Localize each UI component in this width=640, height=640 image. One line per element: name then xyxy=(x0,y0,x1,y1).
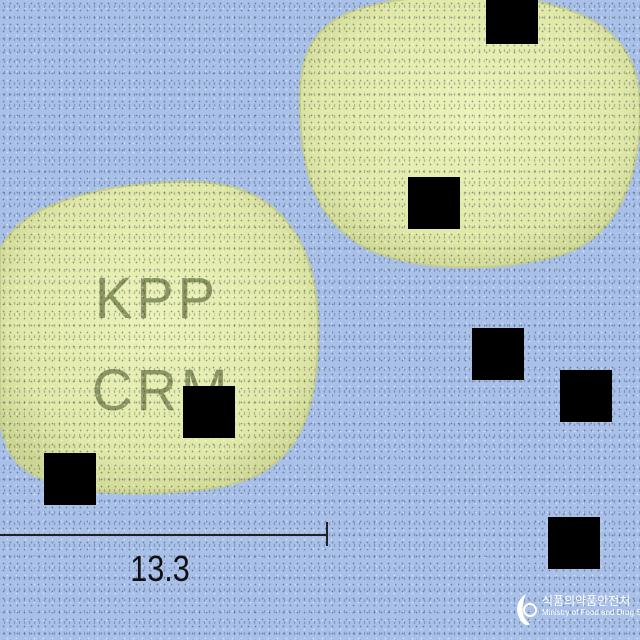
occlusion-block xyxy=(486,0,538,44)
ministry-logo-icon xyxy=(517,594,537,626)
pill-imprint-line1: KPP xyxy=(94,264,220,331)
occlusion-block xyxy=(408,177,460,229)
pill-front-left xyxy=(0,180,320,495)
watermark: 식품의약품안전처 Ministry of Food and Drug Safet… xyxy=(542,594,640,618)
occlusion-block xyxy=(183,386,235,438)
occlusion-block xyxy=(548,517,600,569)
scale-label: 13.3 xyxy=(130,548,190,589)
occlusion-block xyxy=(560,370,612,422)
occlusion-block xyxy=(44,453,96,505)
watermark-korean: 식품의약품안전처 xyxy=(542,594,631,608)
watermark-english: Ministry of Food and Drug Safety xyxy=(542,608,640,618)
scale-bar-tick xyxy=(326,522,328,546)
scale-bar xyxy=(0,534,328,536)
pill-top-right xyxy=(298,0,640,269)
occlusion-block xyxy=(472,328,524,380)
